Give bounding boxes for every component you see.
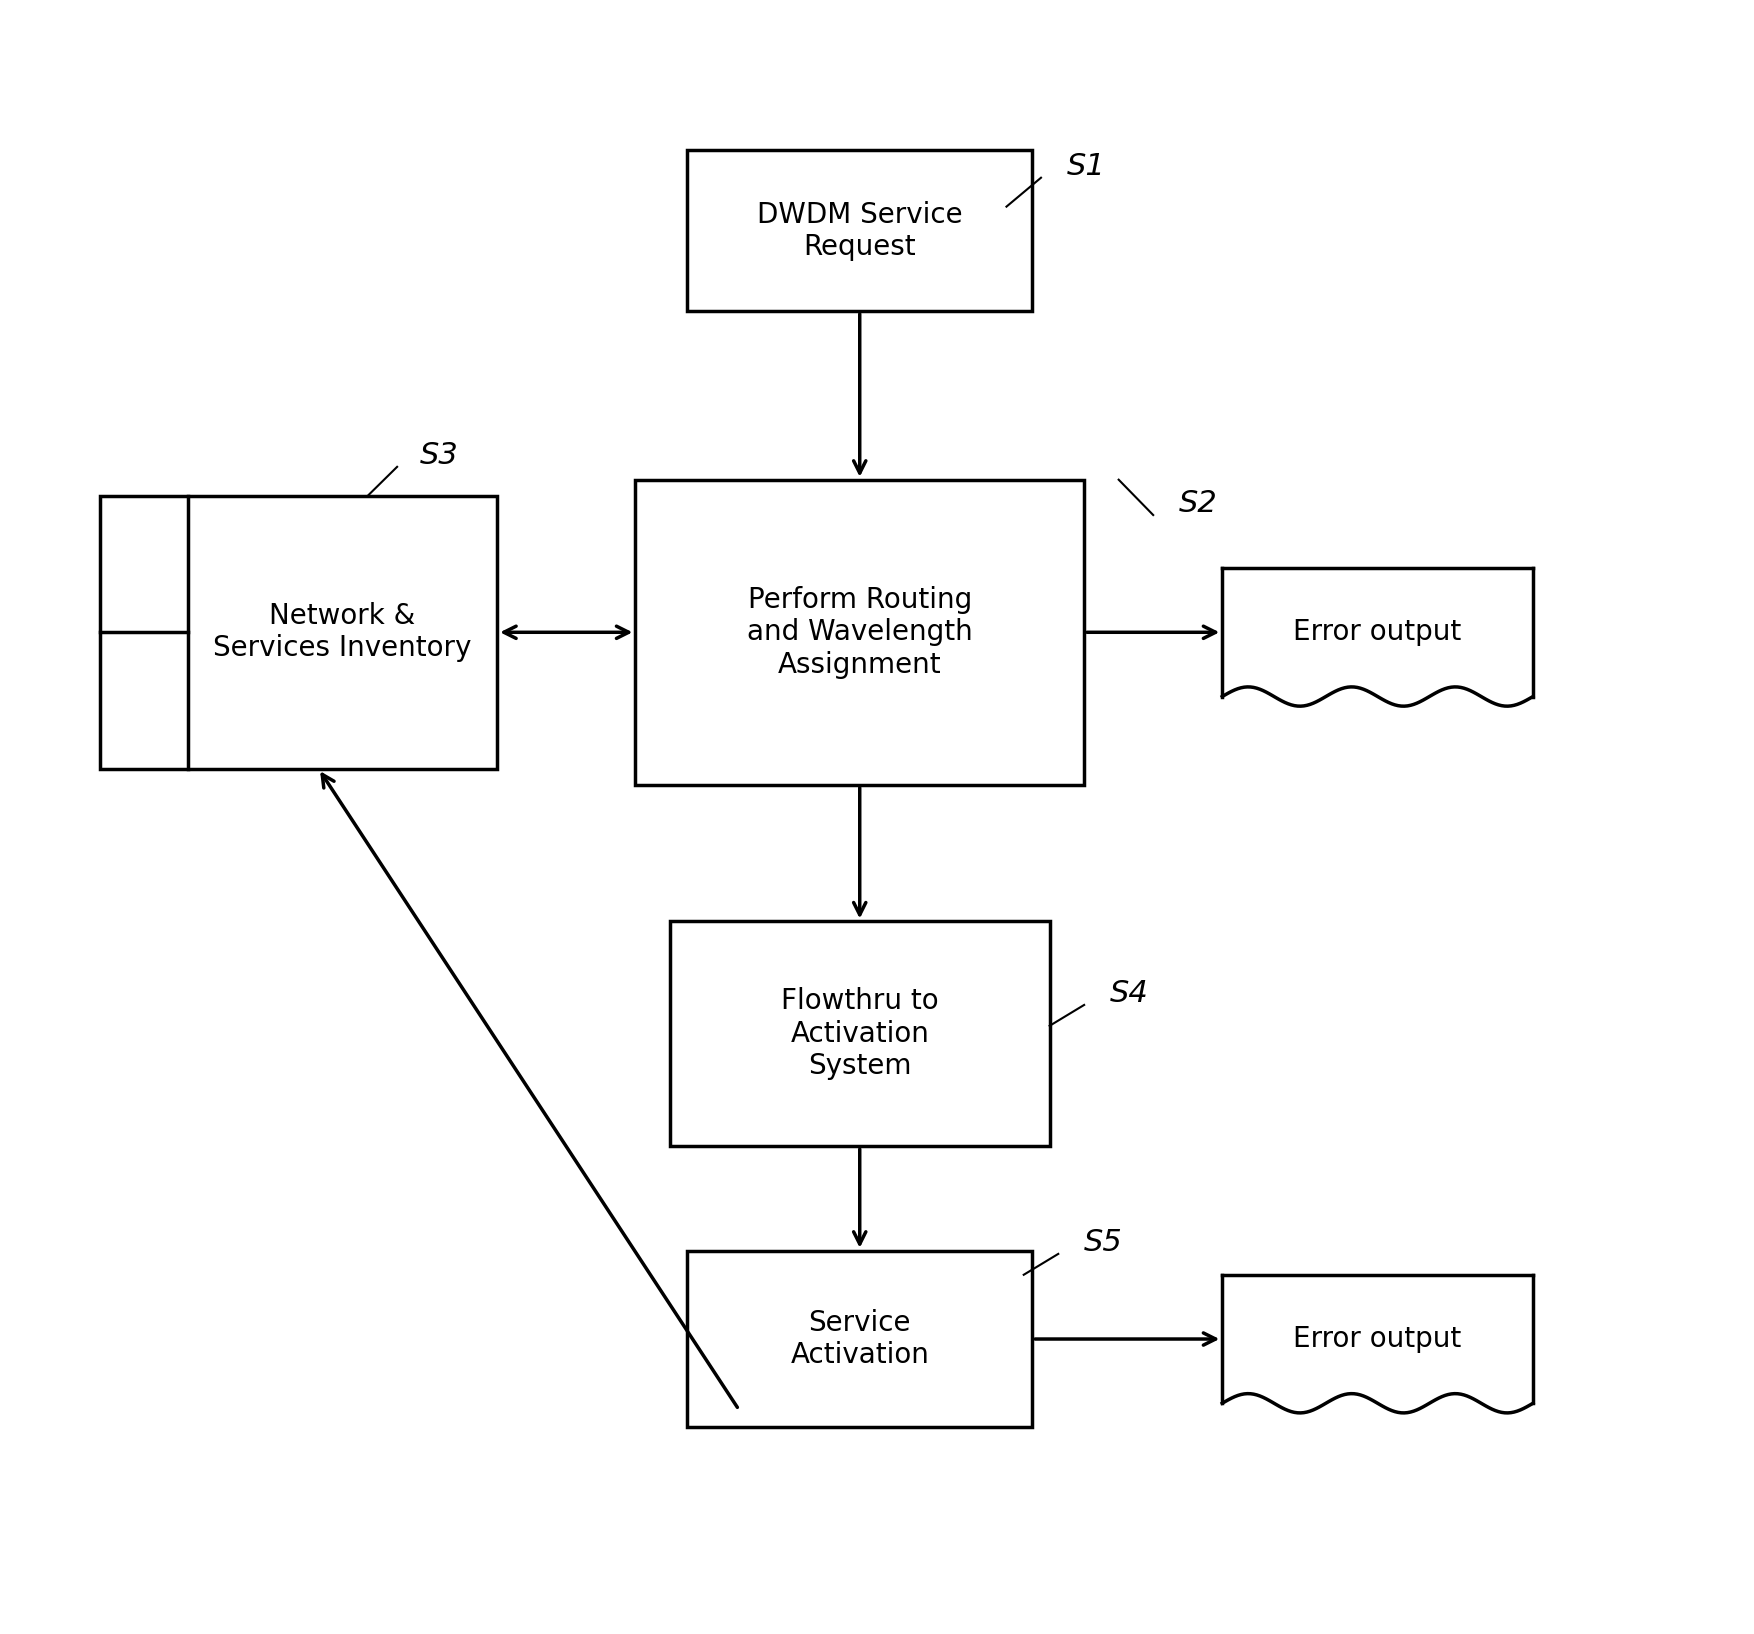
- Text: S4: S4: [1110, 979, 1149, 1008]
- Text: S2: S2: [1179, 489, 1217, 518]
- Text: S1: S1: [1066, 152, 1105, 181]
- Bar: [688, 1250, 1033, 1428]
- Bar: [670, 922, 1049, 1147]
- Text: Perform Routing
and Wavelength
Assignment: Perform Routing and Wavelength Assignmen…: [747, 587, 973, 678]
- Bar: [100, 495, 496, 770]
- Bar: [688, 150, 1033, 310]
- Text: Error output: Error output: [1293, 618, 1461, 647]
- Text: Network &
Services Inventory: Network & Services Inventory: [214, 601, 472, 662]
- Text: Error output: Error output: [1293, 1325, 1461, 1353]
- Text: S5: S5: [1084, 1229, 1123, 1257]
- Polygon shape: [1223, 1275, 1533, 1413]
- Text: Service
Activation: Service Activation: [791, 1309, 930, 1369]
- Polygon shape: [1223, 569, 1533, 706]
- Bar: [635, 480, 1084, 784]
- Text: S3: S3: [419, 441, 458, 471]
- Text: Flowthru to
Activation
System: Flowthru to Activation System: [781, 987, 938, 1080]
- Text: DWDM Service
Request: DWDM Service Request: [758, 201, 963, 261]
